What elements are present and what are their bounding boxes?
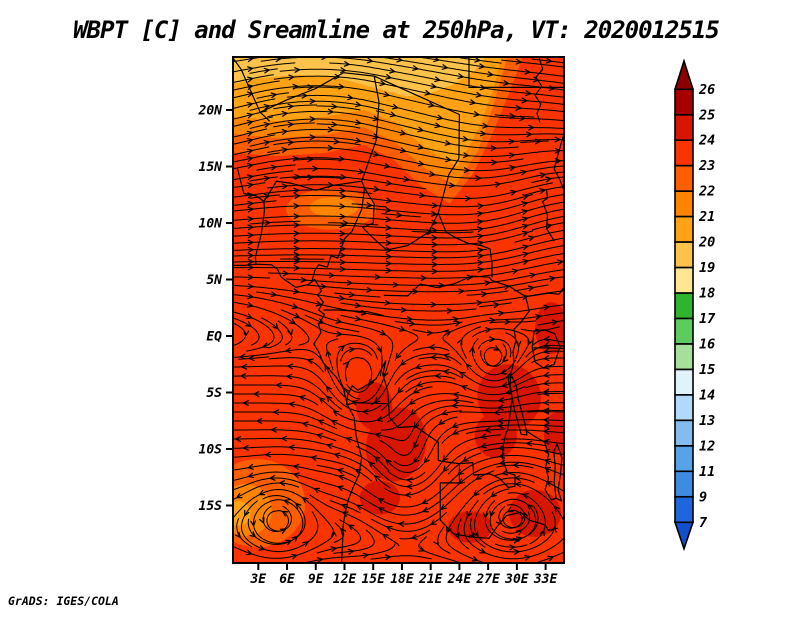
colorbar: 26 25 24 23 22 21 20 19 18 17 16 15 14 13 12 11 9 7 xyxy=(673,58,716,552)
colorbar-label: 22 xyxy=(698,184,715,200)
colorbar-label: 15 xyxy=(699,362,715,378)
colorbar-cell xyxy=(674,164,694,192)
colorbar-cell xyxy=(674,114,694,142)
colorbar-label: 20 xyxy=(698,235,715,251)
colorbar-cell xyxy=(674,419,694,447)
colorbar-label: 11 xyxy=(699,464,715,480)
colorbar-cell xyxy=(674,343,694,371)
lon-tick-label: 27E xyxy=(475,572,500,587)
colorbar-cell xyxy=(674,470,694,498)
colorbar-cell xyxy=(674,445,694,473)
lon-tick-label: 24E xyxy=(447,572,472,587)
colorbar-cell xyxy=(674,368,694,396)
lon-tick-label: 12E xyxy=(333,572,357,587)
colorbar-label: 12 xyxy=(699,438,715,454)
lat-tick-label: 5S xyxy=(206,386,222,401)
colorbar-label: 24 xyxy=(698,133,715,149)
map-canvas xyxy=(233,57,564,563)
colorbar-label: 19 xyxy=(699,260,715,276)
colorbar-top-arrow xyxy=(673,58,695,91)
colorbar-label: 25 xyxy=(698,107,715,123)
colorbar-label: 18 xyxy=(699,286,715,302)
colorbar-bottom-arrow xyxy=(673,521,695,552)
colorbar-label: 23 xyxy=(698,158,715,174)
colorbar-cell xyxy=(674,292,694,320)
lat-tick-label: 10S xyxy=(199,443,223,458)
colorbar-cell xyxy=(674,241,694,269)
colorbar-cell xyxy=(674,215,694,243)
country-borders xyxy=(233,57,564,563)
colorbar-cell xyxy=(674,266,694,294)
lon-tick-label: 15E xyxy=(361,572,385,587)
axis-labels: 20N 15N 10N 5N EQ 5S 10S 15S 3E 6E 9E 12E 15E 18E 21E 2… xyxy=(198,104,558,588)
lat-tick-label: 5N xyxy=(206,273,222,288)
lon-tick-label: 9E xyxy=(308,572,324,587)
lat-tick-label: EQ xyxy=(206,330,222,345)
plot-title: WBPT [C] and Sreamline at 250hPa, VT: 20… xyxy=(73,16,720,44)
lon-tick-label: 21E xyxy=(418,572,443,587)
lat-tick-label: 20N xyxy=(198,104,223,119)
lon-tick-label: 30E xyxy=(504,572,529,587)
colorbar-label: 16 xyxy=(699,337,715,353)
lon-tick-label: 33E xyxy=(533,572,558,587)
colorbar-cell xyxy=(674,394,694,422)
map-frame xyxy=(232,56,565,564)
colorbar-cell xyxy=(674,495,694,524)
lat-tick-label: 10N xyxy=(199,217,223,232)
colorbar-label: 14 xyxy=(699,387,715,403)
colorbar-label: 17 xyxy=(699,311,716,327)
colorbar-label: 21 xyxy=(698,209,715,225)
colorbar-cell xyxy=(674,317,694,345)
colorbar-label: 7 xyxy=(699,515,708,531)
colorbar-label: 13 xyxy=(699,413,715,429)
colorbar-label: 9 xyxy=(699,489,707,505)
lon-tick-label: 18E xyxy=(390,572,414,587)
colorbar-cell xyxy=(674,88,694,116)
colorbar-cell xyxy=(674,139,694,167)
colorbar-cell xyxy=(674,190,694,218)
streamline-arrowheads xyxy=(234,57,564,563)
lat-tick-label: 15S xyxy=(199,499,223,514)
lon-tick-label: 6E xyxy=(279,572,295,587)
lon-tick-label: 3E xyxy=(249,572,266,587)
colorbar-label: 26 xyxy=(698,82,715,98)
attribution: GrADS: IGES/COLA xyxy=(8,594,119,608)
lat-tick-label: 15N xyxy=(199,160,223,175)
